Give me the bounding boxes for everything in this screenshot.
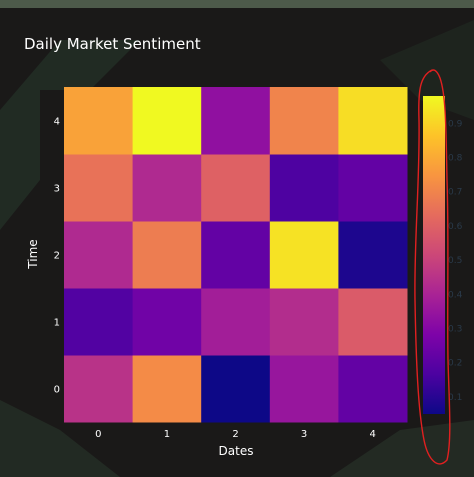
x-tick-label: 3	[301, 429, 307, 440]
colorbar	[423, 96, 445, 414]
heatmap-cell	[64, 221, 134, 289]
heatmap-cell	[64, 288, 134, 356]
heatmap-cell	[338, 154, 408, 222]
heatmap-cell	[201, 87, 271, 155]
heatmap-cell	[132, 87, 202, 155]
heatmap-cell	[338, 221, 408, 289]
colorbar-tick-label: 0.8	[448, 154, 463, 164]
colorbar-tick-label: 0.1	[448, 393, 462, 403]
heatmap-cell	[269, 355, 339, 423]
colorbar-tick-labels: 0.1 0.2 0.3 0.4 0.5 0.6 0.7 0.8 0.9	[448, 119, 463, 403]
heatmap-cell	[132, 221, 202, 289]
heatmap-cell	[64, 87, 134, 155]
heatmap-cell	[132, 355, 202, 423]
colorbar-tick-label: 0.6	[448, 222, 463, 232]
y-tick-label: 1	[54, 318, 60, 329]
y-axis-label: Time	[26, 239, 40, 269]
heatmap-cell	[201, 288, 271, 356]
heatmap-cell	[338, 355, 408, 423]
decor-right	[380, 20, 474, 120]
heatmap-cell	[64, 154, 134, 222]
heatmap-cells	[64, 87, 408, 423]
heatmap-cell	[132, 154, 202, 222]
decor-left-chevron	[0, 40, 140, 230]
x-tick-label: 2	[232, 429, 238, 440]
heatmap-cell	[338, 288, 408, 356]
colorbar-tick-label: 0.7	[448, 188, 462, 198]
y-tick-label: 2	[54, 251, 60, 262]
heatmap-cell	[201, 355, 271, 423]
red-annotation-loop	[414, 69, 451, 465]
colorbar-tick-label: 0.4	[448, 290, 463, 300]
heatmap-cell	[201, 221, 271, 289]
heatmap-cell	[338, 87, 408, 155]
decor-bottom-right	[330, 420, 474, 477]
x-axis-label: Dates	[219, 444, 254, 458]
x-tick-labels: 0 1 2 3 4	[95, 429, 376, 440]
heatmap-cell	[269, 87, 339, 155]
x-tick-label: 4	[370, 429, 376, 440]
x-tick-label: 0	[95, 429, 101, 440]
y-tick-label: 3	[54, 184, 60, 195]
colorbar-tick-label: 0.9	[448, 119, 463, 129]
colorbar-tick-label: 0.5	[448, 256, 462, 266]
x-tick-label: 1	[164, 429, 170, 440]
top-band	[0, 0, 474, 8]
y-tick-label: 0	[54, 385, 60, 396]
heatmap-cell	[201, 154, 271, 222]
heatmap-cell	[269, 288, 339, 356]
chart-title: Daily Market Sentiment	[24, 35, 201, 53]
heatmap-cell	[269, 154, 339, 222]
colorbar-tick-label: 0.2	[448, 359, 462, 369]
colorbar-tick-label: 0.3	[448, 325, 462, 335]
y-tick-labels: 0 1 2 3 4	[54, 117, 60, 396]
y-tick-label: 4	[54, 117, 60, 128]
heatmap-cell	[64, 355, 134, 423]
decor-bottom-left	[0, 400, 120, 477]
heatmap-cell	[269, 221, 339, 289]
heatmap-cell	[132, 288, 202, 356]
